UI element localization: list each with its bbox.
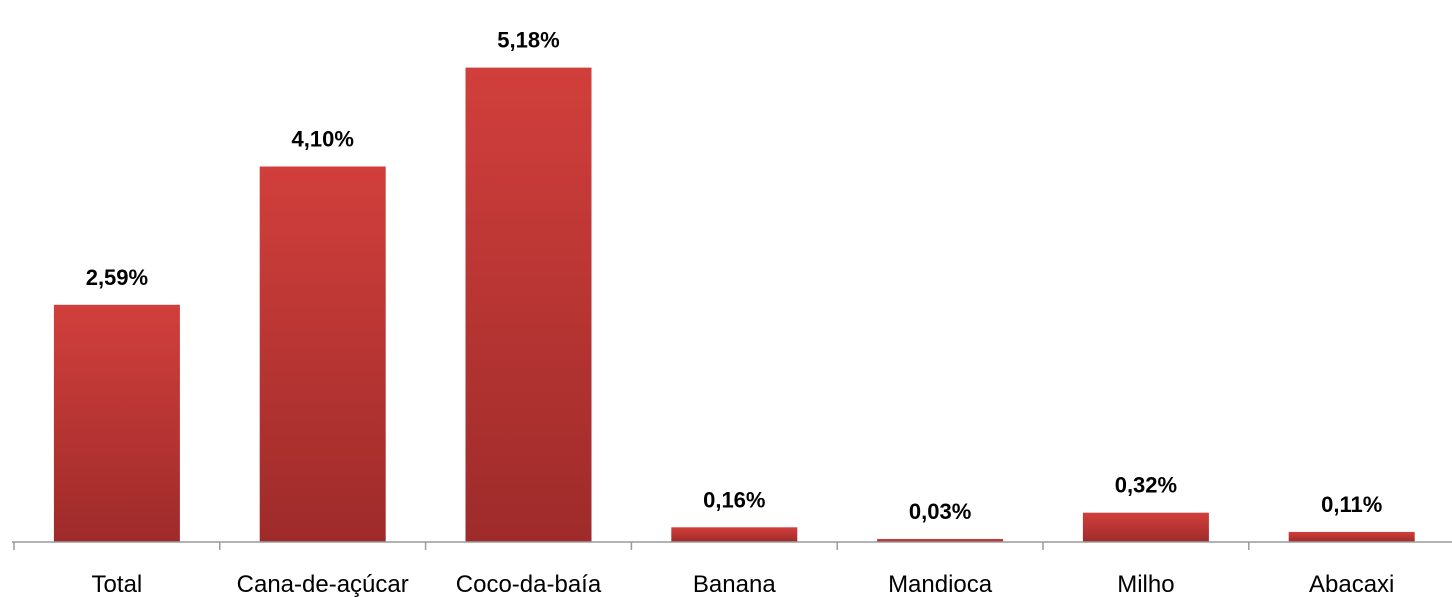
category-label-2: Coco-da-baía: [456, 571, 602, 597]
category-label-6: Abacaxi: [1309, 571, 1394, 597]
data-label-3: 0,16%: [703, 487, 765, 512]
category-label-5: Milho: [1117, 571, 1174, 597]
bars-layer: [53, 67, 1415, 542]
labels-layer: 2,59% Total 4,10% Cana-de-açúcar 5,18% Coco-d…: [86, 28, 1395, 597]
bar-2: [465, 67, 592, 542]
bar-4: [877, 539, 1004, 542]
data-label-0: 2,59%: [86, 265, 148, 290]
x-axis: [12, 541, 1452, 550]
data-label-5: 0,32%: [1115, 473, 1177, 498]
bar-6: [1288, 531, 1415, 542]
data-label-2: 5,18%: [497, 28, 559, 53]
category-label-3: Banana: [693, 571, 776, 597]
data-label-4: 0,03%: [909, 499, 971, 524]
bar-3: [671, 527, 798, 542]
category-label-4: Mandioca: [888, 571, 993, 597]
category-label-0: Total: [92, 571, 143, 597]
data-label-1: 4,10%: [292, 127, 354, 152]
data-label-6: 0,11%: [1321, 492, 1382, 517]
bar-0: [53, 304, 180, 542]
bar-5: [1082, 512, 1209, 542]
bar-1: [259, 166, 386, 542]
category-label-1: Cana-de-açúcar: [237, 571, 409, 597]
